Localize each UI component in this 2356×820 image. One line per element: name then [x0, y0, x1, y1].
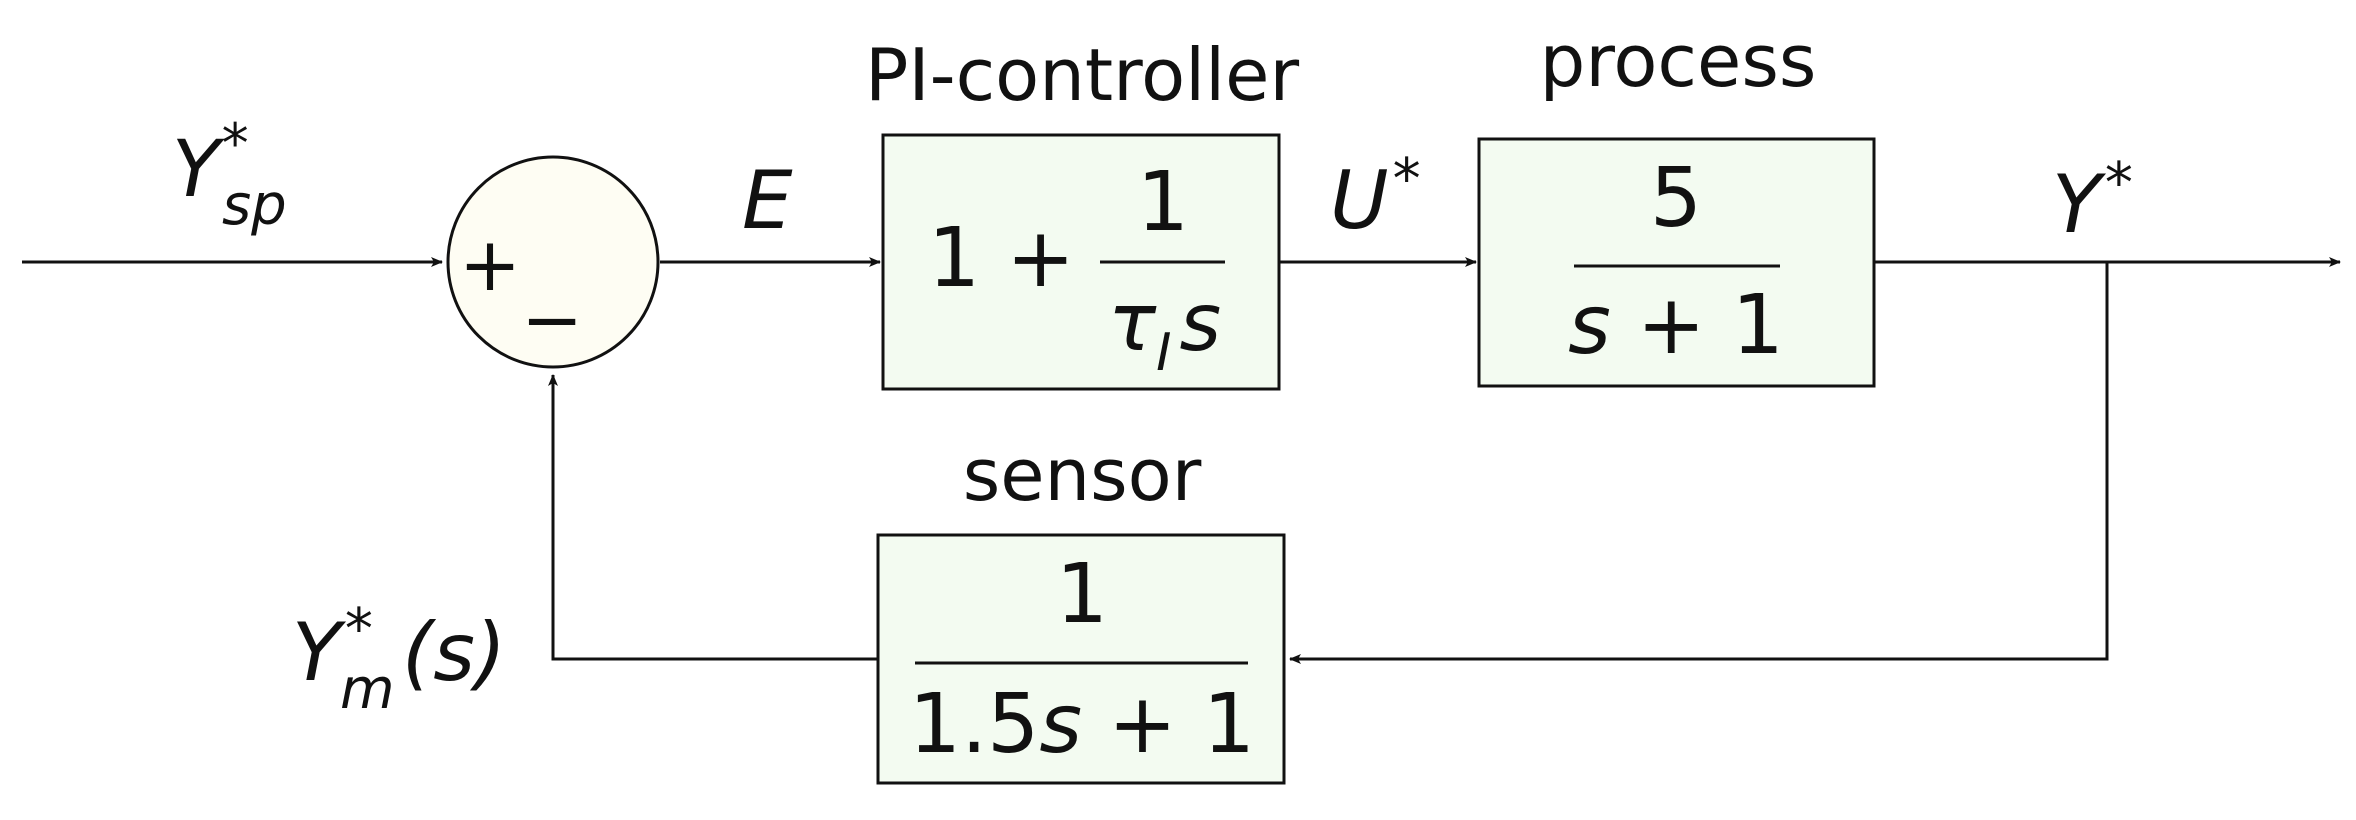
setpoint-sup: *: [222, 112, 249, 175]
control-base: U: [1330, 154, 1389, 247]
controller-tau-sub: I: [1156, 323, 1171, 383]
controller-block: PI-controller 1 + 1 τI s: [865, 33, 1300, 391]
sensor-denominator-coef: 1.5: [909, 677, 1039, 772]
sensor-title: sensor: [963, 433, 1202, 517]
plus-sign: +: [459, 222, 521, 308]
control-label: U*: [1330, 147, 1421, 247]
measured-base: Y: [292, 606, 347, 699]
process-box: [1477, 137, 1876, 388]
sensor-box: [876, 533, 1286, 785]
feedback-wire: [1289, 262, 2109, 664]
minus-sign: −: [521, 277, 583, 363]
measured-label: Y* m(s): [292, 597, 506, 722]
summing-circle: [446, 155, 660, 369]
process-title: process: [1540, 19, 1817, 103]
controller-numerator: 1: [1137, 155, 1189, 250]
setpoint-base: Y: [172, 125, 225, 215]
sensor-denominator-rest: + 1: [1082, 677, 1255, 772]
controller-title: PI-controller: [865, 33, 1300, 117]
process-block: process 5 s + 1: [1477, 19, 1876, 388]
process-denominator-s: s: [1568, 278, 1611, 373]
process-denominator-rest: + 1: [1611, 278, 1784, 373]
controller-tau: τ: [1108, 276, 1157, 369]
measured-wire: [548, 374, 878, 661]
control-sup: *: [1393, 147, 1421, 212]
measured-sub: m: [340, 657, 395, 722]
controller-s: s: [1180, 276, 1222, 369]
measured-arg: (s): [402, 606, 506, 699]
setpoint-label: Y* sp: [172, 112, 287, 238]
measured-sup: *: [345, 597, 373, 662]
controller-lead: 1 +: [928, 211, 1075, 306]
sensor-denominator: 1.5s + 1: [909, 677, 1255, 772]
summing-junction: + −: [446, 155, 660, 369]
sensor-block: sensor 1 1.5s + 1: [876, 433, 1286, 785]
setpoint-sub: sp: [222, 173, 287, 238]
output-label: Y*: [2052, 151, 2133, 251]
controller-denominator: τI s: [1108, 276, 1221, 383]
process-numerator: 5: [1650, 151, 1702, 246]
sensor-denominator-s: s: [1039, 677, 1082, 772]
error-label: E: [742, 154, 793, 247]
process-denominator: s + 1: [1568, 278, 1784, 373]
sensor-numerator: 1: [1056, 547, 1108, 642]
output-base: Y: [2052, 158, 2107, 251]
output-sup: *: [2105, 151, 2133, 216]
